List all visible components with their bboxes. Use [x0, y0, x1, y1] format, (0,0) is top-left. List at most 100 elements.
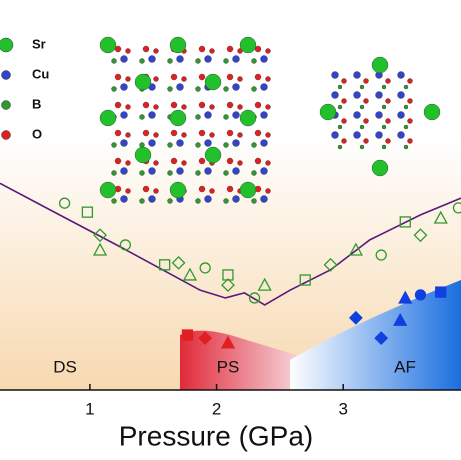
- atom: [337, 84, 343, 90]
- data-point: [221, 278, 235, 293]
- atom: [114, 73, 122, 81]
- data-point: [198, 331, 213, 346]
- atom: [397, 131, 405, 139]
- ps-region: [180, 330, 300, 390]
- atom: [371, 56, 389, 74]
- atom: [204, 55, 212, 63]
- atom: [111, 142, 117, 148]
- atom: [407, 98, 413, 104]
- atom: [195, 142, 201, 148]
- atom: [120, 139, 128, 147]
- atom: [176, 83, 184, 91]
- data-point: [248, 292, 261, 304]
- atom: [359, 104, 365, 110]
- atom: [371, 159, 389, 177]
- atom: [134, 146, 152, 164]
- data-point: [182, 267, 198, 281]
- atom: [99, 109, 117, 127]
- atom: [403, 144, 409, 150]
- x-tick-label: 3: [338, 399, 347, 418]
- atom: [232, 139, 240, 147]
- atom: [176, 167, 184, 175]
- atom: [125, 104, 131, 110]
- data-point: [375, 249, 387, 261]
- atom: [111, 86, 117, 92]
- atom: [125, 76, 131, 82]
- atom: [353, 91, 361, 99]
- atom: [359, 84, 365, 90]
- atom: [232, 167, 240, 175]
- atom: [99, 36, 117, 54]
- atom: [385, 78, 391, 84]
- atom: [254, 101, 262, 109]
- atom: [226, 101, 234, 109]
- atom: [125, 48, 131, 54]
- atom: [397, 91, 405, 99]
- atom: [359, 144, 365, 150]
- atom: [385, 118, 391, 124]
- atom: [232, 195, 240, 203]
- atom: [260, 83, 268, 91]
- atom: [153, 132, 159, 138]
- data-point: [452, 202, 461, 214]
- crystal-structures: [99, 36, 441, 204]
- atom: [153, 76, 159, 82]
- atom: [232, 111, 240, 119]
- atom: [198, 185, 206, 193]
- atom: [169, 109, 187, 127]
- atom: [254, 73, 262, 81]
- atom: [251, 198, 257, 204]
- atom: [226, 129, 234, 137]
- atom: [265, 188, 271, 194]
- atom: [99, 181, 117, 199]
- atom: [142, 101, 150, 109]
- atom: [251, 170, 257, 176]
- atom: [260, 167, 268, 175]
- atom: [142, 129, 150, 137]
- atom: [239, 109, 257, 127]
- legend-marker: [0, 37, 14, 53]
- atom: [397, 111, 405, 119]
- atom: [139, 142, 145, 148]
- atom: [341, 98, 347, 104]
- atom: [209, 132, 215, 138]
- atom: [198, 73, 206, 81]
- atom: [170, 157, 178, 165]
- atom: [204, 111, 212, 119]
- atom: [331, 131, 339, 139]
- data-point: [220, 335, 236, 349]
- atom: [120, 55, 128, 63]
- legend-label: Sr: [32, 36, 46, 51]
- atom: [176, 139, 184, 147]
- atom: [403, 84, 409, 90]
- atom: [407, 138, 413, 144]
- atom: [223, 58, 229, 64]
- atom: [120, 195, 128, 203]
- atom: [170, 129, 178, 137]
- legend-marker: [1, 70, 11, 80]
- atom: [204, 139, 212, 147]
- atom: [353, 71, 361, 79]
- data-point: [199, 262, 211, 274]
- atom: [167, 170, 173, 176]
- atom: [153, 48, 159, 54]
- atom: [232, 83, 240, 91]
- atom: [239, 36, 257, 54]
- atom: [204, 146, 222, 164]
- atom: [226, 157, 234, 165]
- data-point: [257, 277, 272, 291]
- atom: [403, 124, 409, 130]
- atom: [114, 129, 122, 137]
- atom: [331, 91, 339, 99]
- atom: [167, 198, 173, 204]
- atom: [167, 142, 173, 148]
- atom: [375, 111, 383, 119]
- atom: [114, 157, 122, 165]
- x-axis-label: Pressure (GPa): [119, 420, 314, 451]
- atom: [195, 198, 201, 204]
- atom: [111, 170, 117, 176]
- atom: [167, 86, 173, 92]
- atom: [181, 132, 187, 138]
- atom: [223, 114, 229, 120]
- atom: [148, 111, 156, 119]
